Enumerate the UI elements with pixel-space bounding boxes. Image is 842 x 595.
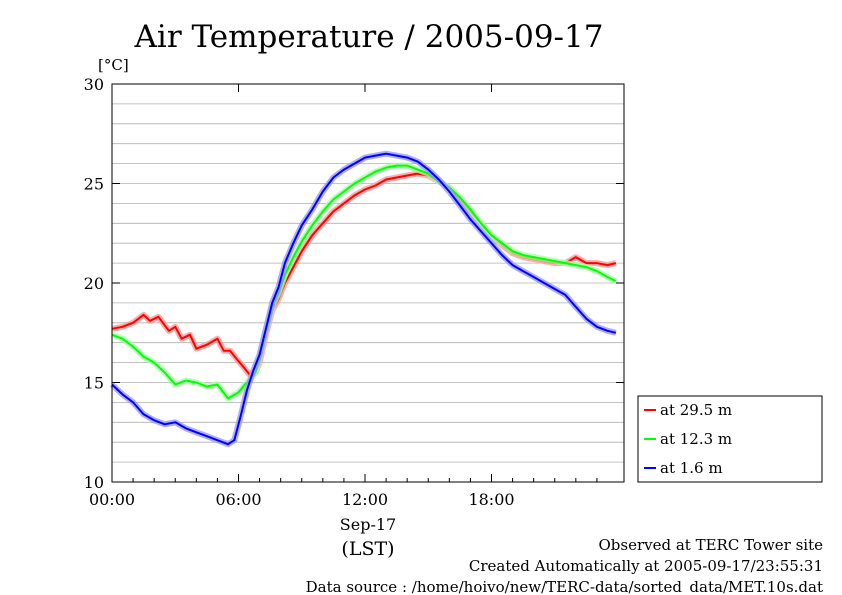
y-tick-label: 10 xyxy=(84,473,104,492)
y-tick-label: 30 xyxy=(84,75,104,94)
series-halo-at-1-6-m xyxy=(109,150,617,448)
legend-label: at 12.3 m xyxy=(660,430,732,448)
x-tick-label: 12:00 xyxy=(342,490,388,509)
series-line-at-1-6-m xyxy=(111,152,617,446)
y-axis: 10 15 20 25 30 xyxy=(84,75,624,492)
chart-title: Air Temperature / 2005-09-17 xyxy=(134,19,604,55)
x-tick-label: 00:00 xyxy=(89,490,135,509)
legend-box xyxy=(637,395,823,483)
gridlines xyxy=(112,103,624,463)
legend: at 29.5 m at 12.3 m at 1.6 m xyxy=(637,395,823,483)
x-tick-label: 06:00 xyxy=(215,490,261,509)
series-line-at-12-3-m xyxy=(111,164,617,400)
footer-site: Observed at TERC Tower site xyxy=(598,536,823,554)
series-halo-at-29-5-m xyxy=(111,170,617,380)
footer-created: Created Automatically at 2005-09-17/23:5… xyxy=(469,557,823,575)
x-axis-date-label: Sep-17 xyxy=(340,515,396,534)
x-axis-title: (LST) xyxy=(341,538,394,560)
legend-label: at 1.6 m xyxy=(660,459,723,477)
y-tick-label: 25 xyxy=(84,175,104,194)
y-tick-label: 15 xyxy=(84,374,104,393)
series-line-at-29-5-m xyxy=(111,172,617,378)
series-layer xyxy=(109,150,618,448)
x-tick-label: 18:00 xyxy=(468,490,514,509)
y-tick-label: 20 xyxy=(84,274,104,293)
x-axis: 00:00 06:00 12:00 18:00 xyxy=(89,84,598,509)
y-axis-unit: [°C] xyxy=(98,56,129,74)
footer-source: Data source : /home/hoivo/new/TERC-data/… xyxy=(306,578,823,595)
legend-label: at 29.5 m xyxy=(660,401,732,419)
